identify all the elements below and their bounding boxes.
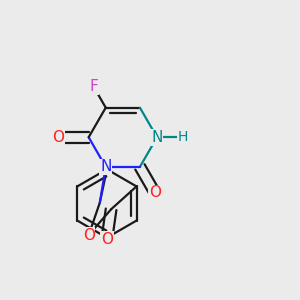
Text: O: O bbox=[149, 185, 161, 200]
Text: N: N bbox=[100, 159, 111, 174]
Text: O: O bbox=[101, 232, 113, 247]
Text: O: O bbox=[83, 228, 95, 243]
Text: F: F bbox=[89, 79, 98, 94]
Text: H: H bbox=[178, 130, 188, 144]
Text: O: O bbox=[52, 130, 64, 145]
Text: N: N bbox=[151, 130, 163, 145]
